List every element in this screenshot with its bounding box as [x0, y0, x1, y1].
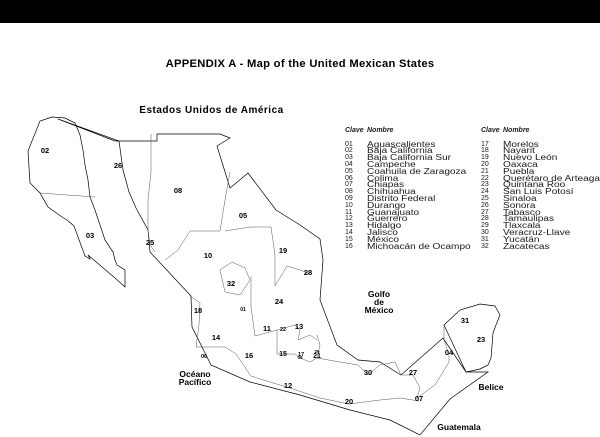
svg-text:10: 10	[204, 251, 212, 260]
svg-text:28: 28	[304, 268, 312, 277]
svg-text:16: 16	[245, 351, 253, 360]
svg-text:25: 25	[146, 238, 154, 247]
svg-text:Pacífico: Pacífico	[179, 377, 212, 387]
svg-text:06: 06	[201, 354, 207, 360]
svg-text:México: México	[365, 305, 394, 315]
svg-text:21: 21	[313, 353, 321, 360]
svg-text:15: 15	[279, 351, 287, 358]
svg-text:09: 09	[297, 355, 303, 360]
svg-text:11: 11	[263, 324, 271, 333]
svg-text:18: 18	[194, 306, 202, 315]
svg-text:05: 05	[239, 211, 247, 220]
svg-text:26: 26	[114, 161, 122, 170]
svg-text:19: 19	[279, 246, 287, 255]
svg-text:32: 32	[227, 279, 235, 288]
svg-text:Belice: Belice	[478, 382, 503, 392]
svg-text:04: 04	[445, 348, 454, 357]
svg-text:20: 20	[345, 397, 353, 406]
svg-text:29: 29	[314, 349, 320, 354]
svg-text:13: 13	[295, 322, 303, 331]
svg-text:22: 22	[280, 327, 286, 333]
svg-text:07: 07	[415, 394, 423, 403]
svg-text:23: 23	[477, 335, 485, 344]
svg-text:31: 31	[461, 316, 469, 325]
svg-text:12: 12	[284, 381, 292, 390]
svg-text:30: 30	[364, 368, 372, 377]
svg-text:02: 02	[41, 146, 49, 155]
svg-text:27: 27	[409, 368, 417, 377]
svg-text:01: 01	[240, 307, 246, 313]
svg-text:08: 08	[174, 186, 182, 195]
svg-text:03: 03	[86, 231, 94, 240]
svg-text:24: 24	[275, 297, 284, 306]
svg-text:Guatemala: Guatemala	[437, 422, 481, 432]
svg-text:14: 14	[212, 333, 221, 342]
